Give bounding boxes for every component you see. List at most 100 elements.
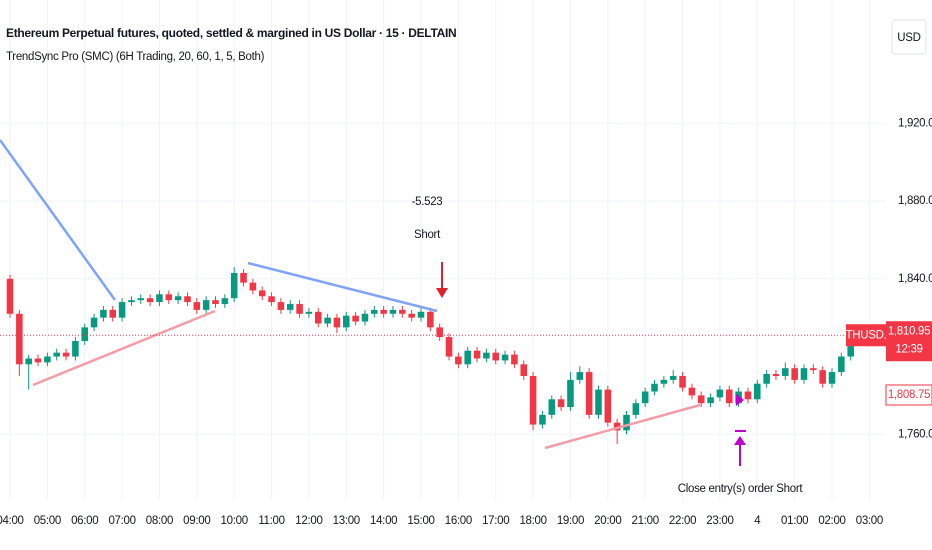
y-tick-label: 1,840.00 [898,273,932,285]
candle-body [137,298,145,301]
candle-body [305,311,313,314]
candle-body [557,399,565,408]
x-tick-label: 23:00 [706,515,733,527]
trend-line [0,139,117,301]
candle-body [202,300,210,310]
symbol-tag-label: ETHUSD.P [838,329,894,341]
candle-body [417,311,425,318]
candle-body [34,358,42,363]
candle-body [258,290,266,297]
trend-line [32,309,216,387]
candle-body [604,389,612,423]
candle-body [529,375,537,425]
candle-body [828,372,836,384]
symbol-tag [846,324,886,347]
candle-body [567,379,574,408]
candle-body [184,296,191,303]
candle-body [473,350,481,359]
x-tick-label: 21:00 [632,515,659,527]
x-tick-label: 11:00 [258,515,284,527]
candle-body [314,311,322,324]
candle-body [165,294,173,301]
currency-box[interactable] [891,19,927,55]
x-tick-label: 12:00 [295,515,322,527]
candle-body [697,395,705,404]
candle-body [62,352,70,357]
chart-title: Ethereum Perpetual futures, quoted, sett… [6,26,456,40]
x-tick-label: 15:00 [407,515,434,527]
candle-body [660,379,668,384]
candle-body [380,309,387,314]
grid [0,0,886,500]
x-tick-label: 01:00 [781,515,808,527]
candle-body [782,368,789,376]
candle-body [146,298,154,303]
candle-body [81,327,88,341]
x-tick-label: 4 [754,515,761,527]
price-tag [886,321,932,362]
candle-body [455,356,462,365]
candle-body [90,317,98,328]
short-arrow-head [436,288,448,298]
x-tick-label: 06:00 [71,515,98,527]
x-tick-label: 19:00 [557,515,584,527]
candle-body [436,327,443,338]
candle-body [688,387,696,396]
candle-body [641,391,649,404]
x-tick-label: 07:00 [108,515,135,527]
time-axis [0,500,932,550]
candle-body [277,302,285,310]
x-tick-label: 16:00 [445,515,472,527]
trend-line [247,261,438,313]
candle-body [352,315,359,322]
candle-body [100,309,107,318]
x-tick-label: 03:00 [856,515,883,527]
candle-body [548,399,556,415]
candle-body [716,389,724,398]
candle-body [128,300,135,303]
candle-body [25,358,32,365]
candle-body [221,298,229,305]
x-tick-label: 10:00 [221,515,248,527]
candle-body [16,313,23,365]
x-tick-label: 08:00 [146,515,173,527]
candle-body [361,313,369,322]
candle-body [576,372,584,380]
y-tick-label: 1,880.00 [898,195,932,207]
candle-body [791,368,798,380]
trade-side: Short [414,229,441,241]
x-tick-label: 13:00 [333,515,360,527]
candle-body [520,364,528,376]
x-tick-label: 20:00 [594,515,621,527]
candle-body [445,337,453,357]
candle-body [268,296,275,303]
candle-body [53,352,60,357]
candle-body [772,374,780,376]
candle-body [371,309,378,314]
candle-body [800,368,808,380]
countdown: 12:39 [895,343,922,355]
candle-body [707,397,714,404]
candle-body [118,302,126,318]
candle-body [754,383,761,400]
candle-body [595,389,602,415]
x-tick-label: 17:00 [482,515,509,527]
candle-body [585,372,593,415]
axes: 1,920.00 1,880.00 1,840.00 1,760.00 04:00 05:… [0,117,932,527]
price-axis [886,0,932,550]
entry-marker [736,394,744,406]
candle-body [501,354,509,361]
second-price-tag [885,384,932,406]
x-tick-label: 02:00 [818,515,845,527]
drawings [0,139,746,466]
candle-body [72,340,79,357]
currency[interactable]: USD [897,32,921,44]
close-order-label: Close entry(s) order Short [678,483,804,495]
price-tag-label: 1,810.95 [888,325,930,337]
candle-body [399,309,406,314]
y-tick-label: 1,760.00 [898,428,932,440]
candle-body [193,302,201,310]
candle-body [427,311,434,328]
